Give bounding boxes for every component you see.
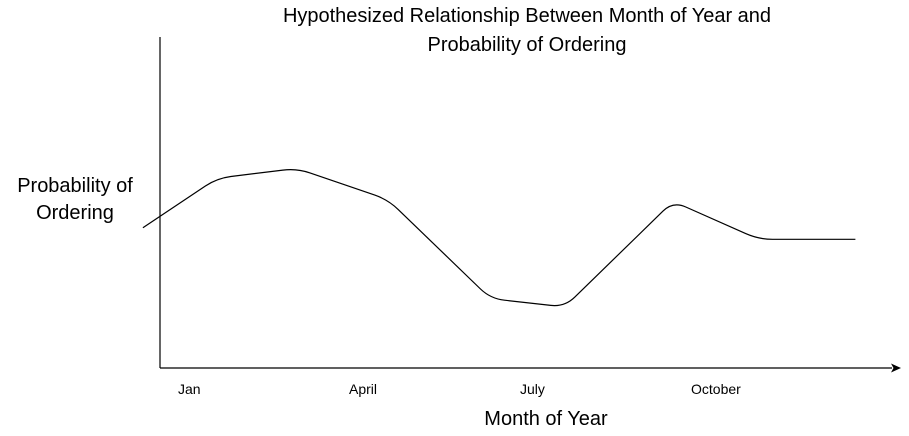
y-axis-label-line-2: Ordering [36, 202, 114, 224]
x-axis-arrowhead [891, 363, 901, 373]
y-axis-label-line-1: Probability of [17, 175, 133, 197]
x-tick-label: July [520, 381, 545, 397]
chart-title-line-2: Probability of Ordering [428, 34, 627, 56]
series-layer [142, 169, 856, 307]
x-tick-label: Jan [178, 381, 201, 397]
x-axis-label: Month of Year [484, 408, 608, 430]
x-tick-labels: Jan April July October [178, 381, 741, 397]
x-tick-label: October [691, 381, 741, 397]
series-line [142, 169, 856, 307]
chart-title-line-1: Hypothesized Relationship Between Month … [283, 5, 771, 27]
x-tick-label: April [349, 381, 377, 397]
